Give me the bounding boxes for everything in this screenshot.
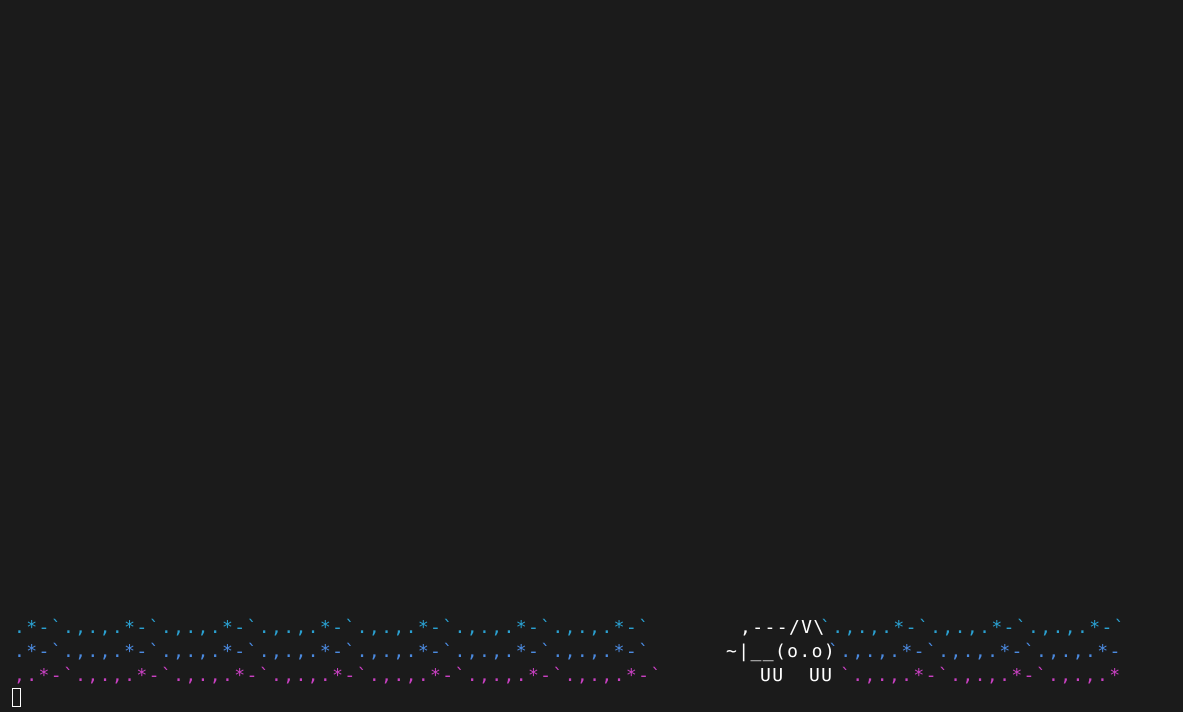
terminal-cursor: [12, 688, 21, 707]
rainbow-trail-row-3-right: `.,.,.*-`.,.,.*-`.,.,.*: [840, 665, 1122, 686]
rainbow-trail-row-2-right: `.,.,.*-`.,.,.*-`.,.,.*-: [828, 641, 1122, 662]
art-row-2: .*-`.,.,.*-`.,.,.*-`.,.,.*-`.,.,.*-`.,.,…: [14, 640, 1174, 664]
rainbow-trail-row-1-left: .*-`.,.,.*-`.,.,.*-`.,.,.*-`.,.,.*-`.,.,…: [14, 617, 651, 638]
rainbow-trail-row-2-left: .*-`.,.,.*-`.,.,.*-`.,.,.*-`.,.,.*-`.,.,…: [14, 641, 651, 662]
rainbow-trail-row-1-right: `.,.,.*-`.,.,.*-`.,.,.*-`: [820, 617, 1126, 638]
cat-ears: ,---/V\: [740, 617, 826, 638]
cat-face: ~|__(o.o): [726, 641, 837, 662]
nyancat-ascii-animation: .*-`.,.,.*-`.,.,.*-`.,.,.*-`.,.,.*-`.,.,…: [14, 616, 1174, 688]
cat-paws: UU UU: [760, 665, 834, 686]
art-row-1: .*-`.,.,.*-`.,.,.*-`.,.,.*-`.,.,.*-`.,.,…: [14, 616, 1174, 640]
art-row-3: ,.*-`.,.,.*-`.,.,.*-`.,.,.*-`.,.,.*-`.,.…: [14, 664, 1174, 688]
rainbow-trail-row-3-left: ,.*-`.,.,.*-`.,.,.*-`.,.,.*-`.,.,.*-`.,.…: [14, 665, 663, 686]
